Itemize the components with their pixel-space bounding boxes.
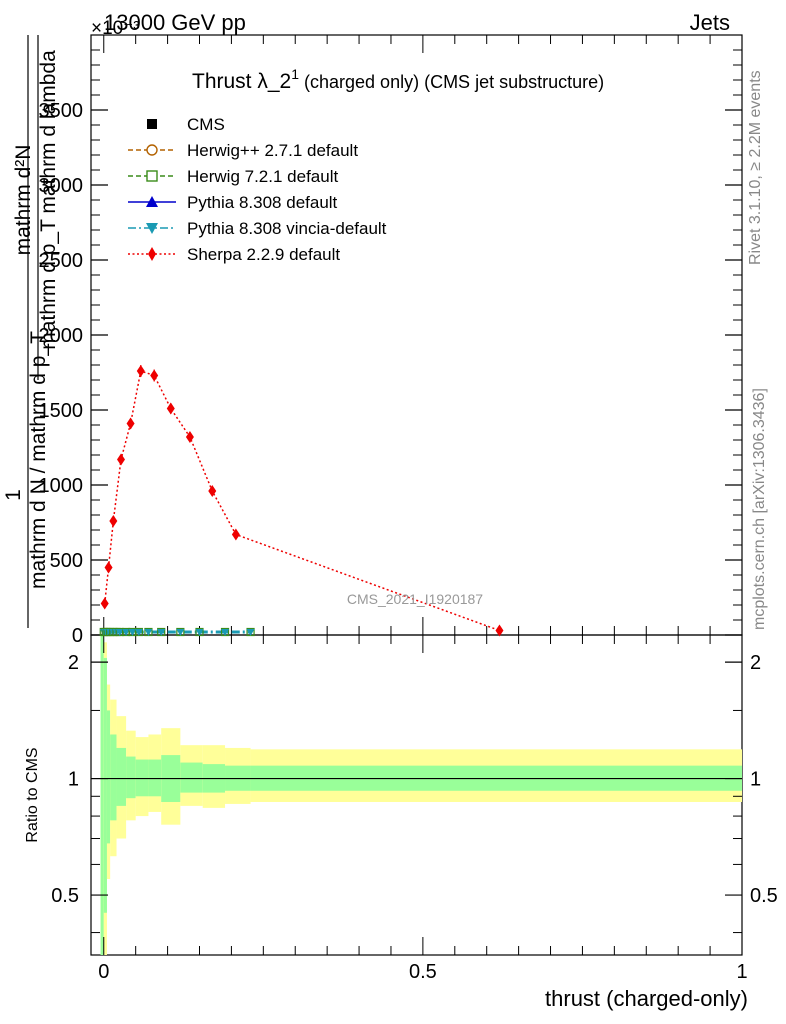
ratio-ytick-label: 0.5 [51, 885, 79, 907]
legend: CMS Herwig++ 2.7.1 default Herwig 7.2.1 de… [128, 115, 387, 264]
exponent-label: ×10⁻³ [91, 18, 140, 39]
vincia-marker [246, 629, 255, 636]
xtick-label: 0.5 [409, 961, 437, 983]
legend-marker-open-square [146, 170, 158, 182]
sherpa-series [100, 365, 504, 637]
near-zero-generator-markers [99, 627, 255, 637]
legend-label: Pythia 8.308 default [187, 193, 338, 212]
ratio-axis-ticks: 0.5 0.5 1 1 2 2 0 0.5 1 [51, 635, 778, 983]
ratio-ytick-label-right: 2 [750, 652, 761, 674]
legend-marker-diamond [148, 247, 156, 261]
main-ytick-label: 3000 [39, 175, 84, 197]
legend-entry: Pythia 8.308 default [128, 193, 338, 212]
xtick-label: 0 [98, 961, 109, 983]
legend-label: Pythia 8.308 vincia-default [187, 219, 387, 238]
xtick-label: 1 [736, 961, 747, 983]
legend-label: Herwig++ 2.7.1 default [187, 141, 358, 160]
legend-marker-square [147, 119, 157, 129]
vincia-marker [221, 629, 230, 636]
vincia-marker [144, 629, 153, 636]
vincia-marker [195, 629, 204, 636]
mcplots-label: mcplots.cern.ch [arXiv:1306.3436] [751, 388, 768, 630]
rivet-label: Rivet 3.1.10, ≥ 2.2M events [747, 70, 764, 265]
main-ylabel: 1 mathrm d N / mathrm d p_T mathrm d²N m… [2, 35, 60, 628]
legend-entry: Sherpa 2.2.9 default [128, 245, 340, 264]
sherpa-point [231, 528, 240, 541]
sherpa-point [185, 431, 194, 443]
vincia-marker [134, 629, 143, 636]
legend-entry: Herwig++ 2.7.1 default [128, 141, 358, 160]
ylabel-numerator-1: 1 [2, 489, 25, 501]
ratio-bands [91, 635, 742, 955]
legend-marker-circle [146, 144, 158, 156]
ratio-ytick-label: 1 [68, 769, 79, 791]
sherpa-line [103, 370, 500, 632]
legend-marker-triangle-up [146, 196, 158, 207]
ylabel-denominator: mathrm d N / mathrm d p_T [27, 331, 50, 589]
main-ytick-label: 500 [50, 550, 83, 572]
vincia-marker [176, 629, 185, 636]
ratio-band-green [148, 759, 162, 797]
main-ytick-label: 2000 [39, 325, 84, 347]
vincia-marker [128, 629, 137, 636]
xaxis-label: thrust (charged-only) [545, 986, 748, 1011]
ratio-band-green [110, 734, 117, 821]
legend-label: Herwig 7.2.1 default [187, 167, 338, 186]
vincia-marker [115, 629, 124, 636]
ratio-band-green [116, 747, 127, 806]
ylabel-inner-denominator: mathrm d p_T mathrm d lambda [37, 50, 60, 350]
ratio-band-green [100, 635, 104, 955]
sherpa-point [100, 597, 109, 610]
analysis-watermark: CMS_2021_I1920187 [347, 591, 483, 607]
ratio-ylabel: Ratio to CMS [24, 747, 41, 842]
ratio-band-green [106, 710, 111, 844]
legend-entry: Pythia 8.308 vincia-default [128, 219, 387, 238]
ratio-band-green [126, 756, 136, 799]
main-ytick-label: 1000 [39, 475, 84, 497]
sherpa-point [104, 561, 113, 574]
sherpa-point [166, 402, 175, 415]
main-ytick-label: 1500 [39, 400, 84, 422]
legend-entry: CMS [147, 115, 225, 134]
sherpa-point [150, 369, 159, 382]
ratio-band-green [180, 762, 203, 793]
sherpa-point [126, 417, 135, 430]
main-ytick-label: 3500 [39, 100, 84, 122]
ylabel-inner-numerator: mathrm d²N [12, 145, 35, 256]
legend-label: CMS [187, 115, 225, 134]
sherpa-point [116, 453, 125, 466]
vincia-marker [157, 629, 166, 636]
legend-label: Sherpa 2.2.9 default [187, 245, 340, 264]
sherpa-point [208, 485, 217, 497]
sherpa-point [136, 365, 145, 377]
main-ytick-label: 0 [72, 625, 83, 647]
ratio-band-green [135, 759, 149, 797]
main-axis-ticks: 0 500 1000 1500 2000 2500 3000 3500 [39, 35, 743, 647]
sherpa-point [495, 624, 504, 637]
plot-title: Thrust λ_21 (charged only) (CMS jet subst… [192, 66, 604, 93]
legend-entry: Herwig 7.2.1 default [128, 167, 338, 186]
ratio-ytick-label: 2 [68, 652, 79, 674]
collision-label: 13000 GeV pp [104, 10, 246, 35]
ratio-ytick-label-right: 1 [750, 769, 761, 791]
sherpa-point [109, 515, 118, 527]
ratio-band-green [103, 657, 107, 913]
legend-marker-triangle-down [146, 223, 158, 234]
main-ytick-label: 2500 [39, 250, 84, 272]
jets-label: Jets [690, 10, 730, 35]
vincia-marker [122, 629, 131, 636]
ratio-ytick-label-right: 0.5 [750, 885, 778, 907]
